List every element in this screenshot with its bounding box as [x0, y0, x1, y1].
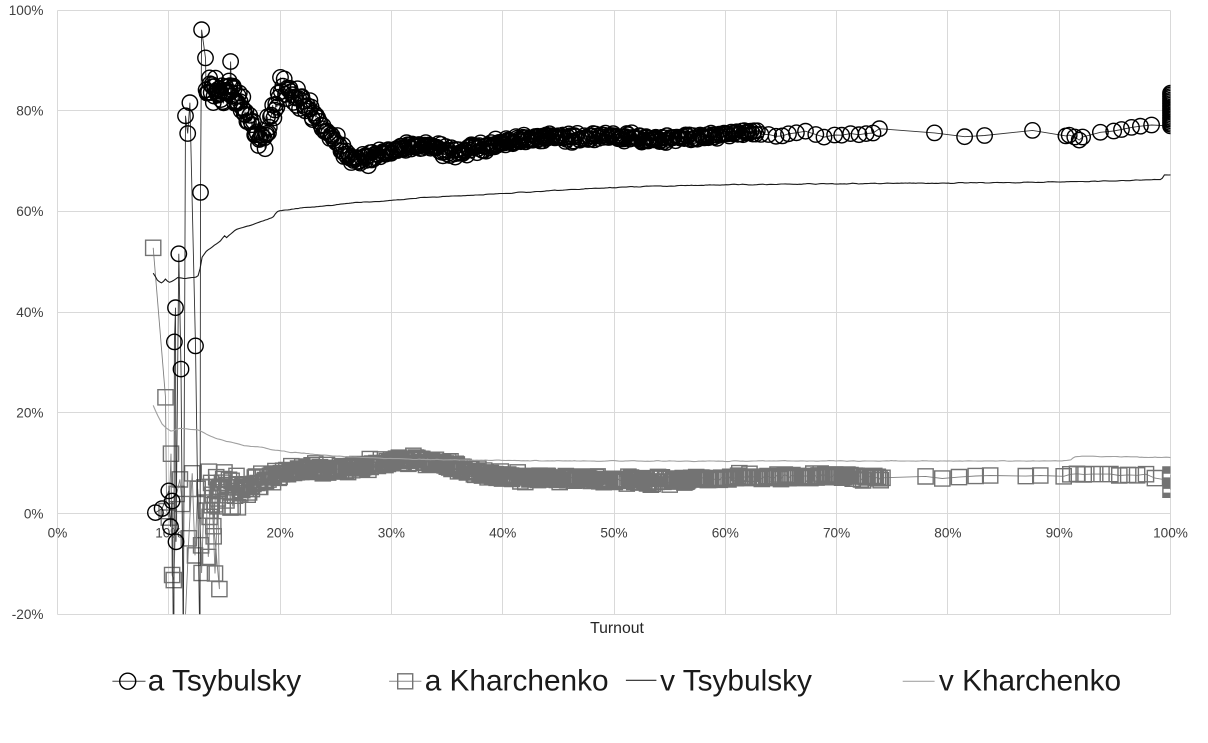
svg-text:70%: 70%: [823, 526, 850, 541]
svg-text:0%: 0%: [48, 526, 68, 541]
svg-text:100%: 100%: [1153, 526, 1188, 541]
svg-text:0%: 0%: [24, 506, 44, 521]
svg-text:20%: 20%: [16, 406, 43, 421]
svg-text:20%: 20%: [266, 526, 293, 541]
svg-text:80%: 80%: [16, 104, 43, 119]
svg-text:40%: 40%: [16, 305, 43, 320]
svg-text:v Tsybulsky: v Tsybulsky: [660, 664, 812, 697]
svg-text:v Kharchenko: v Kharchenko: [939, 664, 1121, 697]
svg-text:60%: 60%: [712, 526, 739, 541]
svg-text:-20%: -20%: [12, 607, 44, 622]
svg-text:50%: 50%: [600, 526, 627, 541]
svg-text:40%: 40%: [489, 526, 516, 541]
svg-text:30%: 30%: [378, 526, 405, 541]
svg-text:a Tsybulsky: a Tsybulsky: [148, 664, 302, 697]
svg-text:100%: 100%: [9, 3, 44, 18]
svg-text:a Kharchenko: a Kharchenko: [425, 664, 609, 697]
svg-text:80%: 80%: [934, 526, 961, 541]
svg-text:Turnout: Turnout: [590, 620, 644, 637]
svg-text:90%: 90%: [1046, 526, 1073, 541]
svg-text:60%: 60%: [16, 204, 43, 219]
